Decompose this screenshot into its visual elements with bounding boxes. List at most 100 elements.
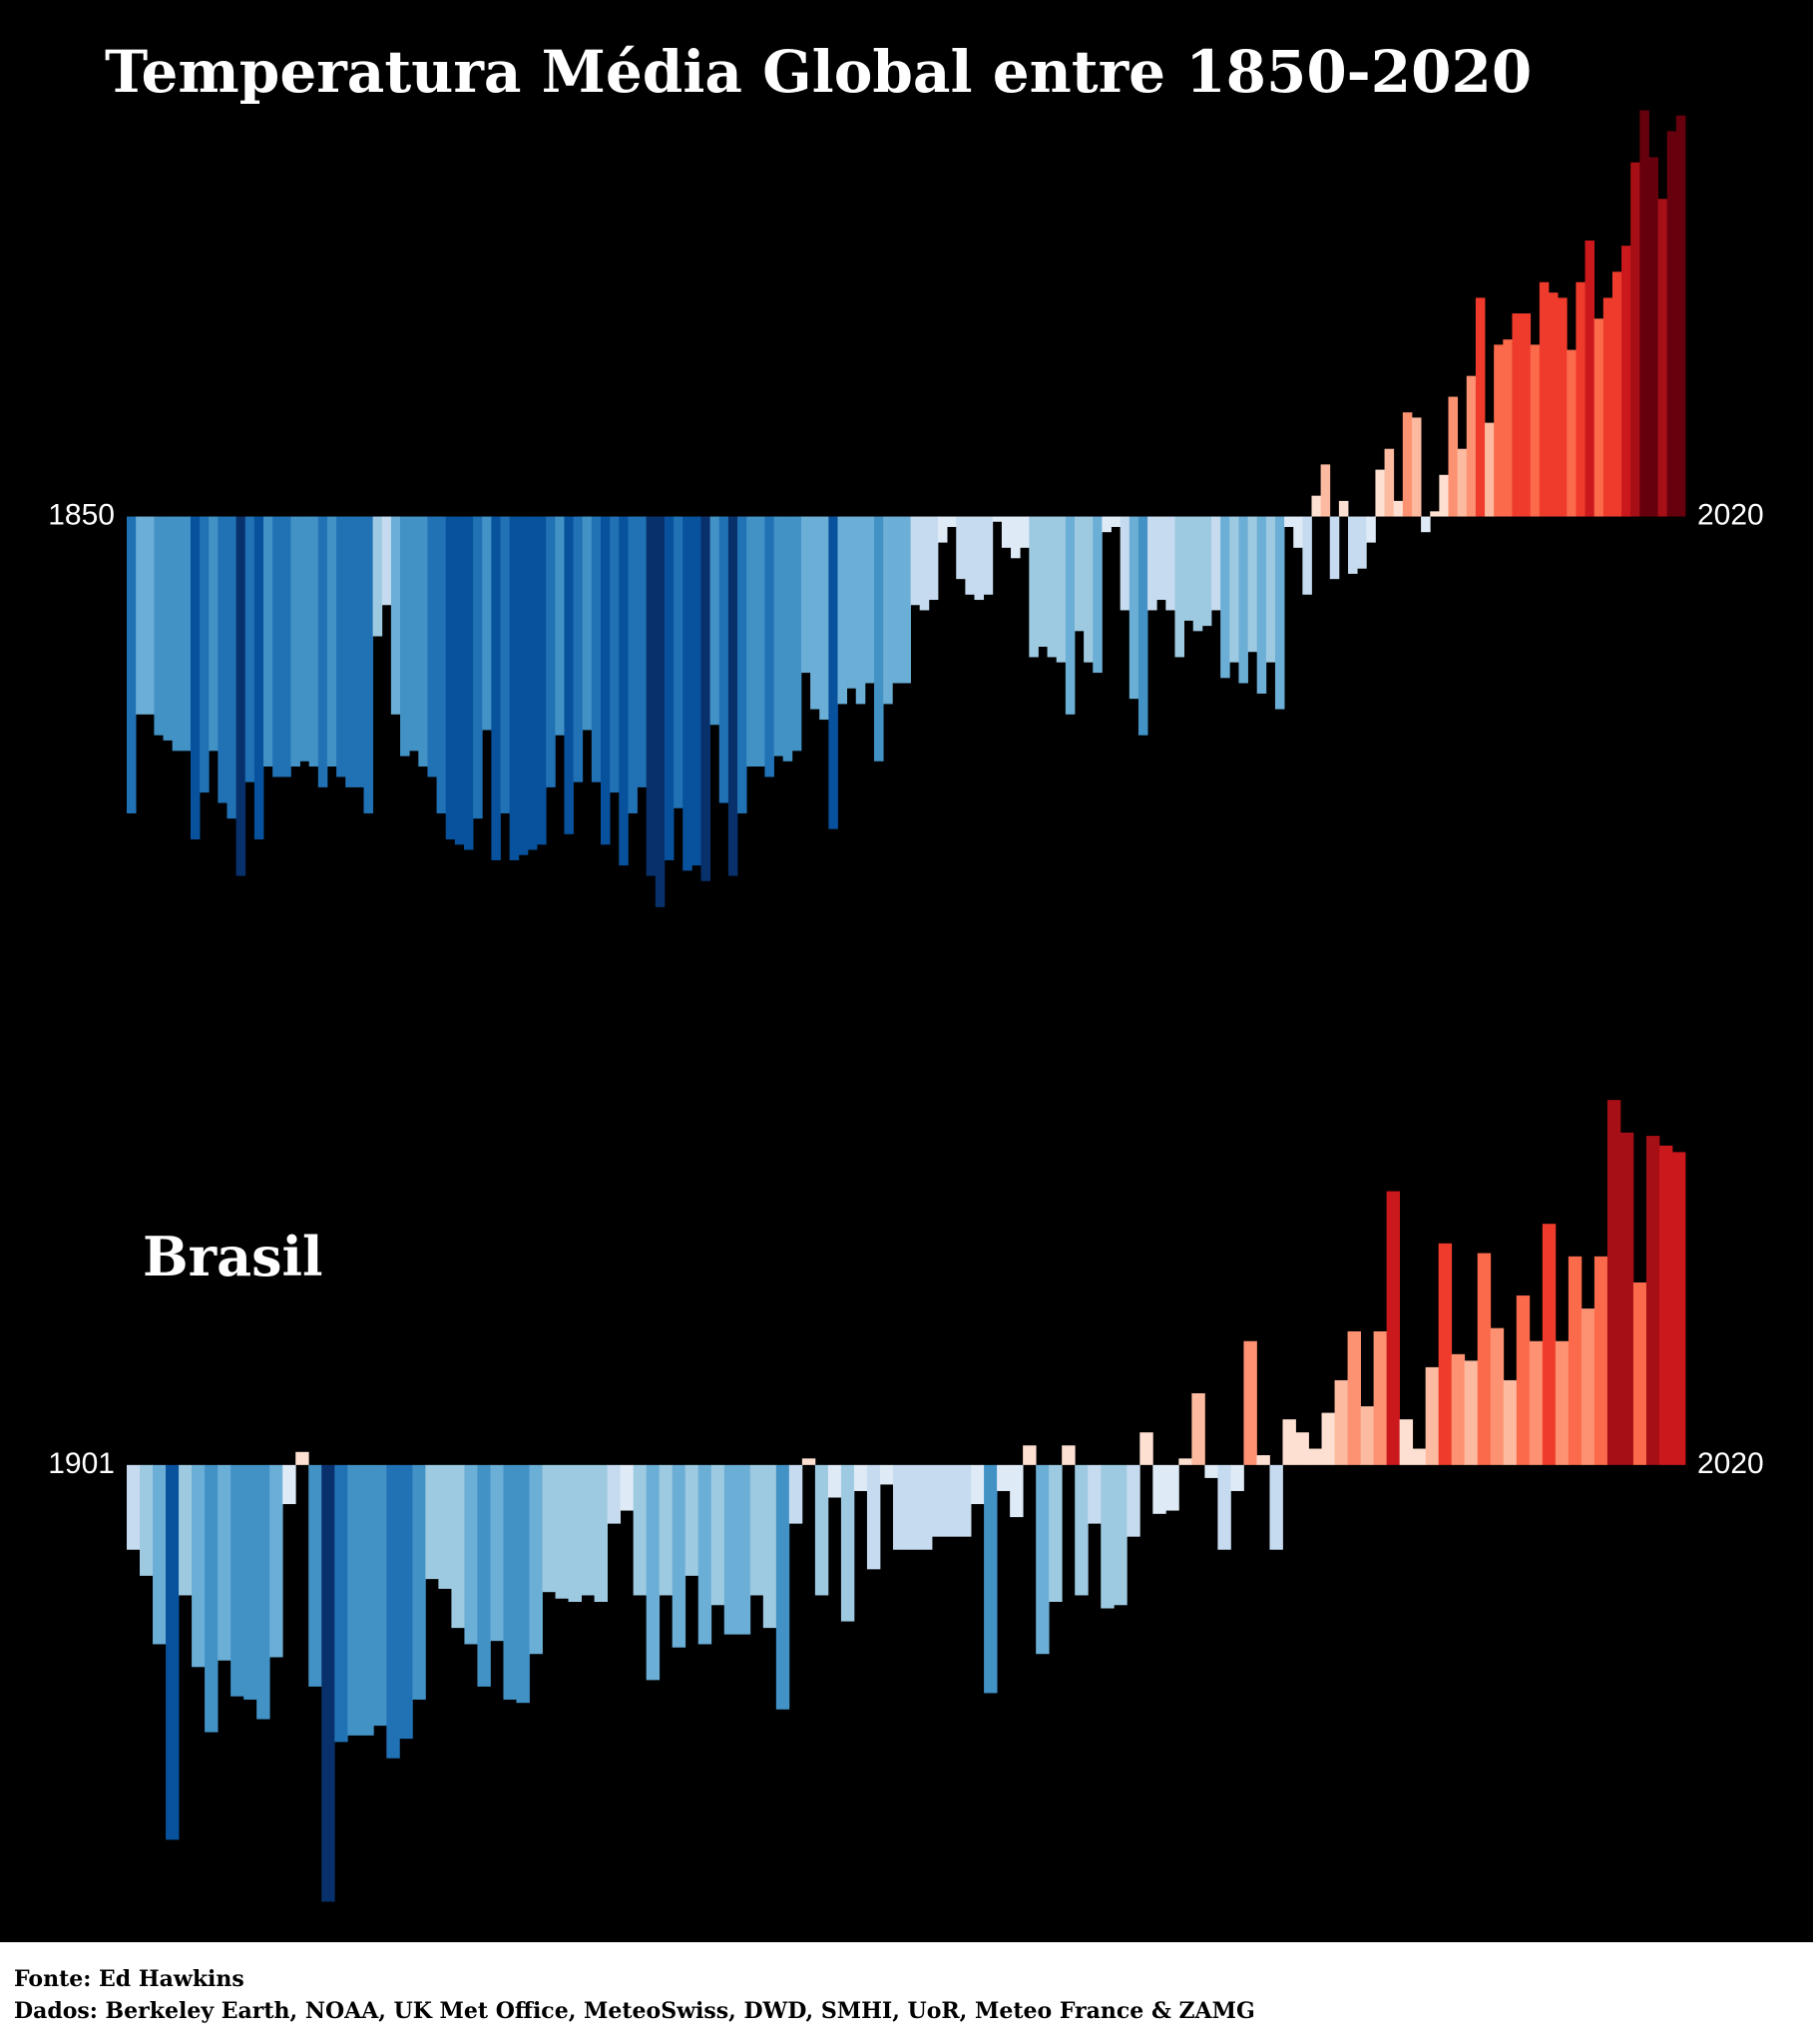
bar	[1451, 1353, 1466, 1465]
footer-background	[0, 1942, 1813, 2044]
bar	[1338, 500, 1349, 517]
bar	[1038, 516, 1048, 647]
bar	[516, 1464, 530, 1704]
bar	[244, 516, 255, 782]
bar	[451, 1464, 465, 1629]
bar	[1230, 1464, 1244, 1491]
bar	[1568, 1256, 1583, 1465]
bar	[879, 1464, 894, 1485]
bar	[600, 516, 611, 845]
bar	[1606, 1100, 1621, 1465]
bar	[564, 516, 574, 834]
bar	[1074, 516, 1085, 632]
bar	[1293, 516, 1303, 548]
bar	[1047, 516, 1058, 658]
bar	[1490, 1327, 1505, 1465]
bar	[1516, 1295, 1531, 1465]
bar	[1049, 1464, 1063, 1602]
bar	[866, 1464, 881, 1570]
footer-source: Fonte: Ed Hawkins	[14, 1966, 244, 1992]
bar	[736, 1464, 751, 1635]
bar	[965, 516, 975, 595]
bar	[1360, 1406, 1374, 1465]
bar	[438, 1464, 452, 1589]
bar	[372, 516, 383, 637]
bar	[723, 1464, 738, 1635]
bar	[1065, 516, 1076, 715]
bar	[814, 1464, 829, 1596]
bar	[659, 1464, 674, 1596]
bar	[555, 516, 565, 736]
bar	[892, 516, 902, 684]
bar	[810, 516, 820, 710]
bar	[855, 516, 866, 705]
bar	[136, 516, 146, 715]
bar	[1075, 1464, 1089, 1596]
bar	[1256, 1455, 1270, 1465]
bar	[145, 516, 155, 715]
bar	[984, 1464, 998, 1694]
bar	[1632, 1281, 1647, 1465]
bar	[1593, 318, 1604, 517]
bar	[819, 516, 829, 721]
bar	[1457, 448, 1468, 517]
bar	[473, 516, 483, 819]
bar	[1274, 516, 1285, 710]
bar	[218, 516, 227, 803]
bar	[762, 1464, 777, 1629]
bar	[529, 1464, 543, 1655]
bar	[190, 516, 201, 840]
bar	[490, 1464, 504, 1642]
bar	[1217, 1464, 1231, 1550]
bar	[425, 1464, 439, 1580]
bar	[737, 516, 747, 813]
bar	[454, 516, 465, 845]
bar	[1211, 516, 1221, 611]
bar	[1201, 516, 1212, 627]
bar	[800, 516, 811, 674]
bar	[1439, 474, 1449, 517]
bar	[1010, 1464, 1024, 1518]
bar	[1265, 516, 1276, 663]
bar	[172, 516, 183, 752]
bar	[1036, 1464, 1050, 1655]
bar	[801, 1458, 816, 1465]
bar	[892, 1464, 907, 1550]
bar	[464, 1464, 478, 1645]
bar	[360, 1464, 374, 1736]
bar	[573, 516, 584, 782]
bar	[503, 1464, 517, 1700]
bar	[418, 516, 428, 767]
bar	[463, 516, 474, 850]
bar	[937, 516, 948, 543]
bar	[1630, 162, 1640, 517]
bar	[1425, 1366, 1440, 1465]
bar	[555, 1464, 569, 1599]
bar	[1648, 157, 1658, 517]
bar	[910, 516, 921, 606]
bar	[1243, 1340, 1257, 1465]
bar	[1174, 516, 1185, 658]
bar	[1192, 516, 1203, 632]
bar	[243, 1464, 257, 1700]
bar	[230, 1464, 244, 1697]
bar	[773, 516, 784, 757]
bar	[1238, 516, 1248, 684]
bar	[1178, 1458, 1192, 1465]
bar	[672, 1464, 686, 1648]
bar	[1621, 246, 1631, 517]
bar	[500, 516, 511, 813]
bar	[582, 516, 593, 731]
bar	[1348, 516, 1358, 574]
bar	[227, 516, 237, 819]
bar	[1411, 417, 1422, 517]
bar	[691, 516, 701, 866]
bar	[1311, 495, 1322, 517]
bar	[646, 1464, 661, 1681]
bar	[253, 516, 264, 840]
bar	[390, 516, 401, 715]
bar	[974, 516, 985, 601]
bar	[1062, 1445, 1076, 1465]
bar	[1023, 1445, 1037, 1465]
bar	[1137, 516, 1148, 736]
